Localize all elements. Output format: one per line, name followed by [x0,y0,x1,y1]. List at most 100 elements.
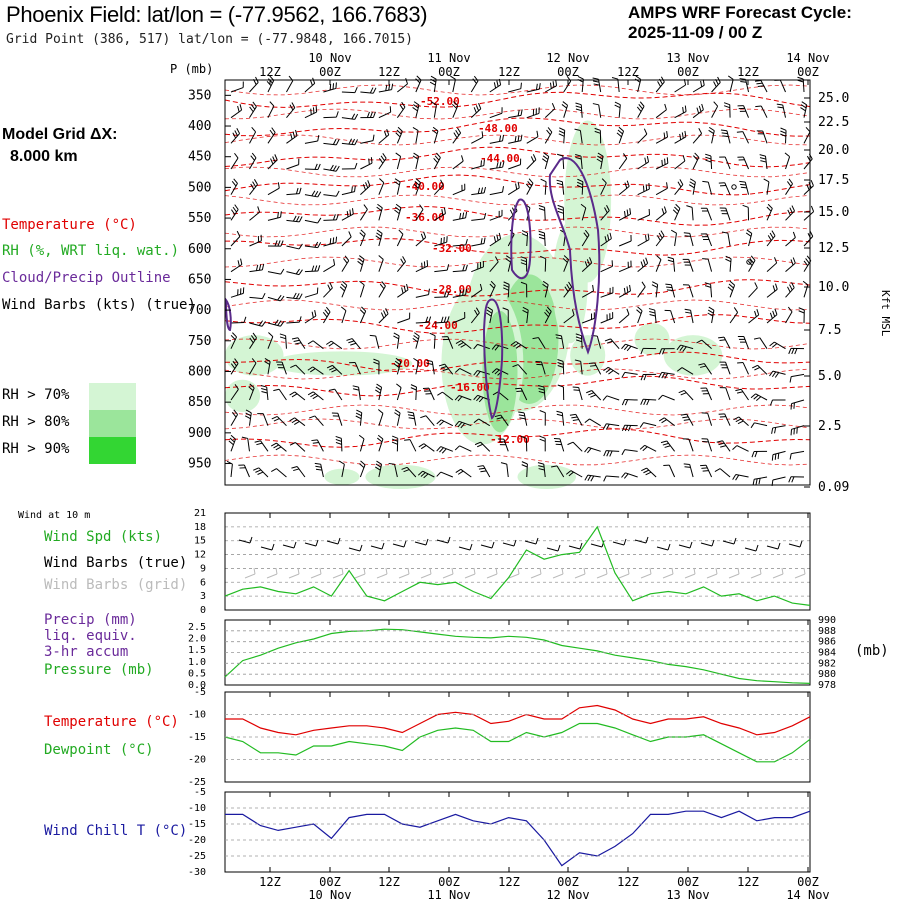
rh-key-70-label: RH > 70% [2,387,70,403]
wind-barb-staff [304,194,318,198]
wind-barb-staff [503,438,509,452]
wind-barb-flag [329,238,332,245]
isotherm-label: -48.00 [478,122,518,135]
wind-barb-staff [711,310,715,324]
wind-barb-flag [708,306,715,311]
wind-barb-staff [267,336,274,349]
wind-barb-staff [508,88,521,93]
wind-barb-staff [415,209,424,221]
wind-barb-flag [450,75,456,80]
rh-key-90-swatch [89,437,136,464]
wind-barb-flag [480,238,483,245]
wind-barb-flag [491,344,497,350]
windchill-ytick-label: -20 [188,835,206,846]
wind-barb-flag [542,155,549,160]
wind-barb-staff [262,413,269,426]
height-tick-label: 20.0 [818,143,849,158]
wind-barb-flag [791,348,795,355]
wind-barb-flag [372,134,375,141]
wind-barb-staff [637,188,650,196]
wind-barb-staff [489,215,503,221]
wind-barb-staff [409,439,417,452]
wind-barb-flag [355,415,362,420]
wind-barb-staff [489,310,494,324]
wind-barb-flag [436,446,442,452]
wind-barb-flag [393,332,400,337]
wind-barb-flag [601,178,607,184]
legend-wind-barbs: Wind Barbs (kts) (true) [2,297,196,313]
wind-barb-flag [642,259,646,266]
wind-barb-flag [351,208,354,215]
wind-barb-flag [663,132,666,139]
wind-barb-staff [396,335,400,349]
cloud-outline [482,298,504,420]
wind-barb-staff [563,286,573,298]
wind-barb-flag [359,309,365,315]
wind-barb-flag [473,107,477,114]
wind-barb-staff [606,423,620,427]
wind-barb-flag [433,157,438,164]
wind-barb-flag [621,472,626,478]
wind-barb-flag [335,139,340,146]
x-tick-label-top: 00Z [319,65,341,79]
wind-barb-flag [664,445,671,448]
wind-barb-flag [317,242,322,248]
wind-barb-staff [543,387,546,401]
wind-barb-flag [261,292,266,299]
wind-barb-staff [341,213,354,221]
isotherm-line [224,117,811,137]
wind-barb-staff [396,207,402,221]
wind-barb-flag [432,126,439,132]
wind-barb-staff [248,412,252,426]
wind-barb-flag [649,311,656,314]
wind-barb-flag [594,127,601,131]
isotherm-label: -52.00 [420,95,460,108]
wind-barb-staff [295,442,306,452]
wind-barb-flag [678,390,685,394]
wind-barb-flag [274,240,278,247]
wind-barb-staff [267,296,281,302]
height-tick-label: 25.0 [818,91,849,106]
wind-barb-staff [396,412,401,426]
wind-barb-staff [230,87,244,93]
wind-barb-flag [679,133,682,140]
true-wind-barb-flag [667,543,671,551]
wind-barb-staff [691,207,694,221]
legend-wind-spd: Wind Spd (kts) [44,529,163,545]
true-wind-barb [326,540,339,545]
wind-barb-staff [249,211,260,221]
true-wind-barb [392,543,405,548]
wind-barb-flag [704,282,711,285]
isotherm-line [224,314,811,334]
wind-barb-flag [277,211,279,219]
wind-barb-staff [471,289,483,298]
wind-barb-flag [261,388,268,391]
wind-barb-staff [803,185,814,196]
temperature-ytick-label: -25 [188,777,206,788]
wind-barb-flag [395,132,401,138]
date-label-bottom: 10 Nov [308,888,351,900]
grid-wind-barb [508,573,520,579]
wind-barb-flag [517,135,520,142]
wind-barb-flag [502,134,505,141]
grid-wind-barb-flag [253,567,256,575]
isotherm-minor [224,404,811,416]
isotherm-label: -36.00 [405,211,445,224]
wind-barb-flag [684,308,691,311]
wind-barb-staff [304,83,316,93]
wind-barb-flag [606,205,610,211]
wind-barb-staff [543,464,546,478]
true-wind-barb-flag [293,541,297,549]
wind-barb-flag [520,435,527,439]
wind-barb-flag [481,131,484,138]
wind-barb-flag [587,475,592,482]
wind-barb-flag [280,321,285,327]
true-wind-barb [524,540,537,545]
wind-barb-flag [696,339,703,344]
wind-barb-staff [314,415,324,426]
wind-barb-staff [477,370,490,375]
true-wind-barb-flag [249,536,253,544]
wind-barb-staff [591,390,602,401]
grid-wind-barb-flag [803,567,806,575]
